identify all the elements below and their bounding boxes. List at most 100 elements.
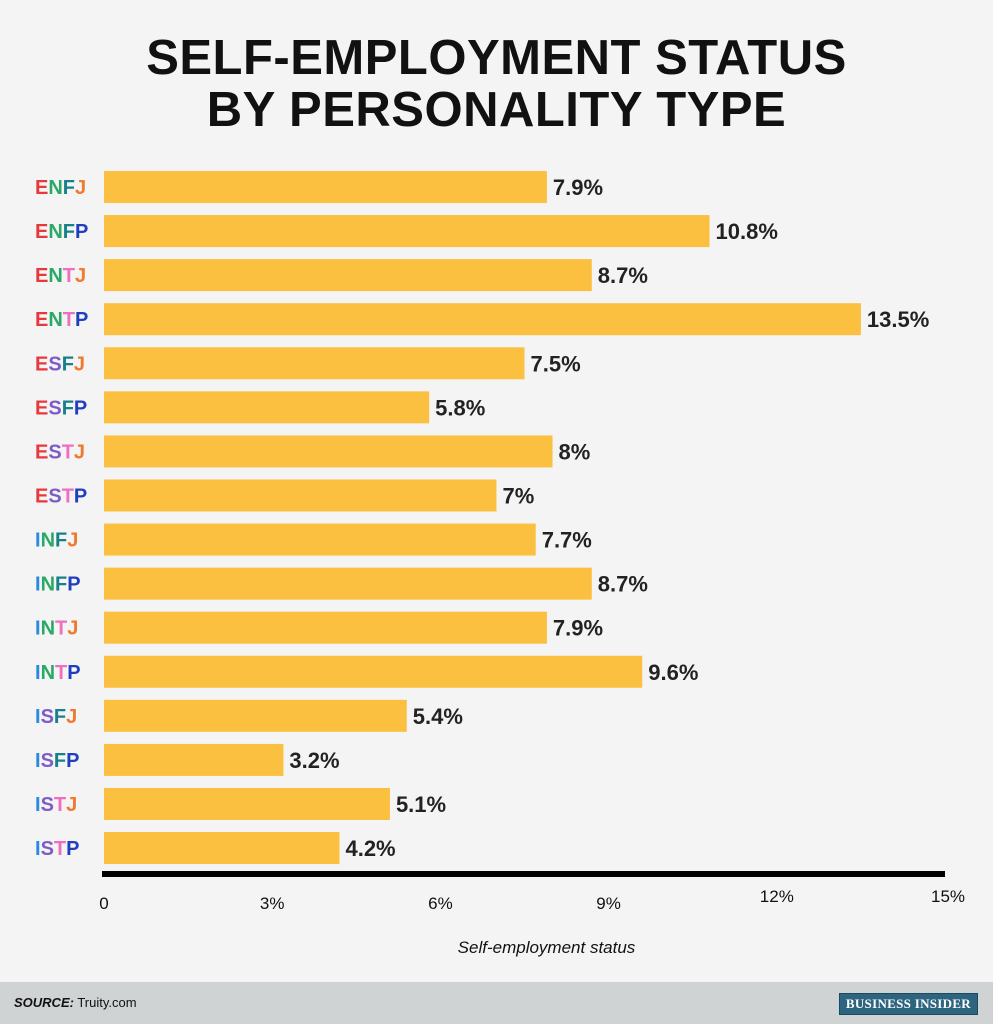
category-letter: P (75, 221, 88, 243)
category-letter: I (35, 662, 41, 684)
category-letter: N (41, 618, 55, 640)
source-value: Truity.com (77, 995, 137, 1010)
data-label: 5.8% (435, 395, 485, 420)
category-letter: E (35, 485, 48, 507)
category-letter: P (67, 662, 80, 684)
category-label: ISTP (35, 838, 79, 860)
data-label: 5.4% (413, 704, 463, 729)
category-letter: F (62, 353, 74, 375)
category-letter: J (75, 177, 86, 199)
category-letter: E (35, 309, 48, 331)
x-axis-label: Self-employment status (457, 938, 636, 957)
data-label: 7.9% (553, 616, 603, 641)
category-letter: P (75, 309, 88, 331)
category-letter: N (41, 662, 55, 684)
category-letter: N (48, 221, 62, 243)
category-letter: T (62, 441, 74, 463)
data-label: 5.1% (396, 792, 446, 817)
data-label: 7.9% (553, 175, 603, 200)
bar (104, 391, 430, 424)
category-letter: J (74, 441, 85, 463)
category-letter: T (55, 618, 67, 640)
category-letter: E (35, 353, 48, 375)
x-tick-label: 9% (596, 894, 621, 913)
category-letter: S (48, 397, 61, 419)
bar (104, 567, 592, 600)
data-label: 8.7% (598, 572, 648, 597)
data-label: 7.5% (531, 351, 581, 376)
category-letter: I (35, 750, 41, 772)
category-letter: E (35, 441, 48, 463)
category-letter: N (41, 574, 55, 596)
category-letter: F (55, 530, 67, 552)
bar (104, 832, 340, 865)
category-letter: S (41, 794, 54, 816)
category-letter: S (48, 441, 61, 463)
category-letter: J (66, 706, 77, 728)
bar-chart: ENFJ 7.9%ENFP 10.8%ENTJ 8.7%ENTP 13.5%ESFJ 7.… (35, 171, 965, 913)
category-letter: S (41, 838, 54, 860)
chart-title-line-2: BY PERSONALITY TYPE (206, 83, 787, 137)
category-letter: N (48, 309, 62, 331)
data-label: 7% (502, 483, 534, 508)
bar (104, 699, 407, 732)
x-tick-label: 15% (931, 887, 965, 906)
category-label: INFJ (35, 530, 78, 552)
category-label: INFP (35, 574, 81, 596)
bar (104, 611, 547, 644)
category-label: ESFJ (35, 353, 85, 375)
category-letter: E (35, 265, 48, 287)
data-label: 7.7% (542, 528, 592, 553)
category-label: ISFP (35, 750, 79, 772)
bar (104, 435, 553, 468)
data-label: 8% (559, 439, 591, 464)
category-letter: J (67, 530, 78, 552)
business-insider-logo: BUSINESS INSIDER (838, 993, 978, 1015)
category-letter: I (35, 574, 41, 596)
category-letter: I (35, 618, 41, 640)
bar (104, 171, 547, 203)
category-letter: N (48, 265, 62, 287)
category-letter: I (35, 794, 41, 816)
bar (104, 523, 536, 556)
bar (104, 479, 497, 512)
category-letter: T (55, 662, 67, 684)
data-label: 8.7% (598, 263, 648, 288)
bar (104, 787, 390, 820)
category-letter: S (48, 485, 61, 507)
category-letter: S (48, 353, 61, 375)
x-tick-label: 6% (428, 894, 453, 913)
data-label: 9.6% (648, 660, 698, 685)
category-letter: F (54, 750, 66, 772)
x-tick-label: 3% (260, 894, 285, 913)
category-label: ENFJ (35, 177, 86, 199)
category-letter: E (35, 221, 48, 243)
category-letter: P (74, 397, 87, 419)
data-label: 3.2% (289, 748, 339, 773)
category-letter: T (63, 309, 75, 331)
category-letter: I (35, 838, 41, 860)
category-label: ENTJ (35, 265, 86, 287)
bar (104, 259, 592, 292)
category-letter: P (67, 574, 80, 596)
bar (104, 655, 643, 688)
x-tick-label: 12% (760, 887, 794, 906)
category-letter: N (41, 530, 55, 552)
category-letter: P (66, 750, 79, 772)
category-label: INTJ (35, 618, 78, 640)
category-label: ESTJ (35, 441, 85, 463)
category-letter: F (55, 574, 67, 596)
data-label: 10.8% (716, 219, 778, 244)
category-label: ISTJ (35, 794, 77, 816)
category-letter: E (35, 177, 48, 199)
category-letter: I (35, 530, 41, 552)
category-letter: P (66, 838, 79, 860)
category-letter: J (66, 794, 77, 816)
category-label: ESTP (35, 485, 87, 507)
category-label: INTP (35, 662, 81, 684)
category-letter: F (63, 177, 75, 199)
footer: SOURCE: Truity.com BUSINESS INSIDER (0, 982, 993, 1024)
source-note: SOURCE: Truity.com (14, 995, 137, 1010)
category-label: ENTP (35, 309, 88, 331)
chart-title-line-1: SELF-EMPLOYMENT STATUS (146, 31, 847, 85)
